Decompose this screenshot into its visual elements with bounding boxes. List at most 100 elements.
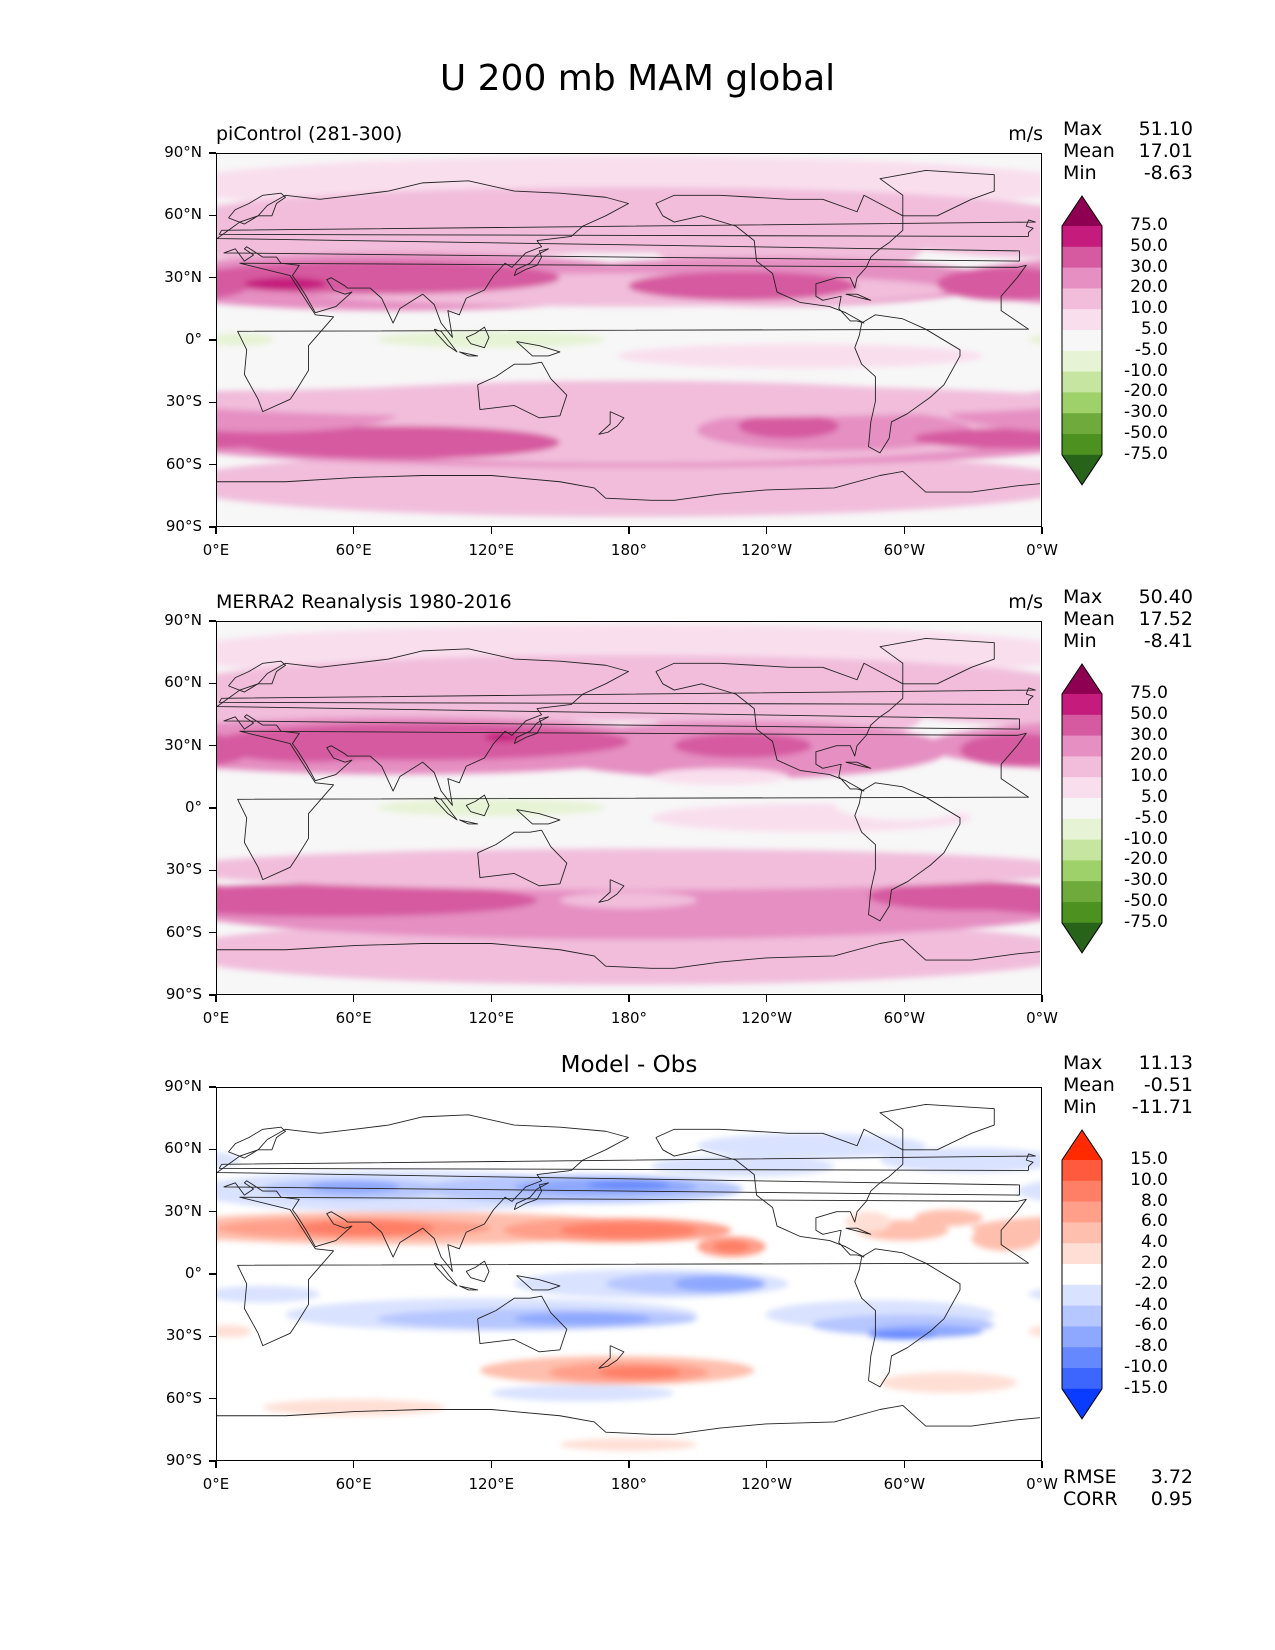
colorbar-level-label: 30.0 — [1130, 724, 1168, 745]
lon-tick-label: 120°W — [741, 541, 793, 559]
field-contour — [971, 1226, 1040, 1251]
lon-tick-label: 0°W — [1026, 1009, 1058, 1027]
coastline — [879, 638, 995, 685]
lon-tick-label: 0°E — [202, 1475, 230, 1493]
colorbar-level-label: -50.0 — [1124, 891, 1168, 911]
stat-value: 50.40 — [1138, 586, 1193, 608]
coastline — [228, 1126, 286, 1159]
coastline — [598, 879, 625, 903]
lon-tick-mark — [628, 527, 630, 534]
colorbar-level-label: -10.0 — [1124, 360, 1168, 381]
field-contour — [559, 1221, 698, 1239]
lat-tick-label: 30°S — [165, 1326, 202, 1345]
stat-label: Mean — [1063, 140, 1115, 162]
stats-box: Max 11.13 Mean -0.51 Min -11.71 — [1063, 1052, 1193, 1118]
stat-row: Max 50.40 — [1063, 586, 1193, 608]
coastline — [854, 314, 961, 454]
stat-row: Min -11.71 — [1063, 1096, 1193, 1118]
stat-row: Min -8.41 — [1063, 630, 1193, 652]
field-contour — [738, 413, 839, 439]
colorbar-level-label: -20.0 — [1124, 849, 1168, 870]
colorbar-segment — [1062, 901, 1102, 924]
map-diff — [216, 1087, 1042, 1461]
field-contour — [834, 786, 972, 820]
coastline — [845, 293, 872, 301]
field-contour — [308, 1180, 400, 1194]
colorbar-segment — [1062, 818, 1102, 841]
colorbar-level-label: 20.0 — [1130, 745, 1168, 766]
coastline — [465, 794, 490, 817]
lat-tick-label: 30°N — [164, 267, 202, 286]
colorbar-level-label: 75.0 — [1130, 683, 1168, 703]
field-contour — [262, 1399, 446, 1416]
colorbar-level-label: -15.0 — [1124, 1377, 1168, 1398]
field-contour — [514, 1312, 652, 1326]
colorbar-level-label: -5.0 — [1134, 807, 1168, 828]
metric-row: RMSE 3.72 — [1063, 1466, 1193, 1488]
field-contour — [651, 1156, 835, 1177]
colorbar-segment — [1062, 1159, 1102, 1182]
coastline — [513, 248, 549, 277]
lon-tick-label: 0°E — [202, 541, 230, 559]
metric-label: RMSE — [1063, 1466, 1117, 1488]
metric-row: CORR 0.95 — [1063, 1488, 1193, 1510]
lat-tick-label: 30°N — [164, 1201, 202, 1220]
field-contour — [914, 428, 1040, 449]
units-label: m/s — [1008, 123, 1043, 145]
lat-tick-mark — [209, 1148, 216, 1151]
coastline — [854, 1248, 961, 1388]
lon-tick-mark — [628, 1461, 630, 1468]
coastline — [237, 730, 1029, 881]
field-contour — [994, 937, 1040, 967]
colorbar-segment — [1062, 1284, 1102, 1307]
field-contour — [217, 848, 1040, 890]
colorbar-segment — [1062, 371, 1102, 393]
stat-value: -8.63 — [1143, 162, 1193, 184]
coastline — [655, 194, 904, 324]
lat-tick-label: 90°S — [165, 517, 202, 535]
lon-tick-mark — [352, 527, 355, 534]
field-contour — [239, 426, 560, 460]
field-contour — [994, 469, 1040, 499]
lon-tick-label: 60°E — [335, 1475, 372, 1493]
field-contour — [713, 1240, 750, 1253]
lon-tick-label: 60°W — [883, 541, 926, 559]
field-contour — [217, 333, 275, 346]
lon-tick-label: 0°W — [1026, 541, 1058, 559]
colorbar-segment — [1062, 1305, 1102, 1327]
lon-tick-label: 0°E — [202, 1009, 230, 1027]
coastline — [433, 1262, 458, 1287]
field-contour — [879, 1372, 1018, 1394]
colorbar-level-label: 20.0 — [1130, 277, 1168, 298]
lon-tick-mark — [765, 995, 768, 1002]
lat-tick-mark — [209, 152, 216, 154]
stat-value: 17.52 — [1138, 608, 1193, 630]
colorbar-level-label: 6.0 — [1140, 1211, 1168, 1232]
stat-label: Max — [1063, 586, 1103, 608]
panel-title: piControl (281-300) — [216, 123, 403, 145]
coastline — [459, 1285, 479, 1291]
colorbar-level-label: -30.0 — [1124, 870, 1168, 891]
lat-tick-label: 30°S — [165, 860, 202, 879]
units-label: m/s — [1008, 591, 1043, 613]
colorbar-level-label: -20.0 — [1124, 381, 1168, 402]
lat-tick-mark — [209, 620, 216, 622]
coastline — [217, 470, 1040, 501]
stat-label: Mean — [1063, 1074, 1115, 1096]
colorbar — [1061, 1129, 1121, 1424]
lat-tick-mark — [209, 463, 216, 466]
colorbar-level-label: 30.0 — [1130, 256, 1168, 277]
colorbar-level-label: 5.0 — [1140, 787, 1168, 807]
colorbar-segment — [1062, 267, 1102, 289]
lon-tick-mark — [490, 527, 493, 534]
lat-tick-mark — [209, 931, 216, 934]
lon-tick-label: 120°E — [468, 541, 515, 559]
lat-tick-mark — [209, 401, 216, 404]
coastline — [433, 328, 458, 353]
coastline — [218, 1153, 1036, 1171]
field-contour — [587, 1180, 670, 1189]
lat-tick-label: 30°S — [165, 392, 202, 411]
colorbar-level-label: 10.0 — [1130, 298, 1168, 319]
lon-tick-label: 180° — [610, 541, 648, 559]
lat-tick-mark — [209, 744, 216, 747]
